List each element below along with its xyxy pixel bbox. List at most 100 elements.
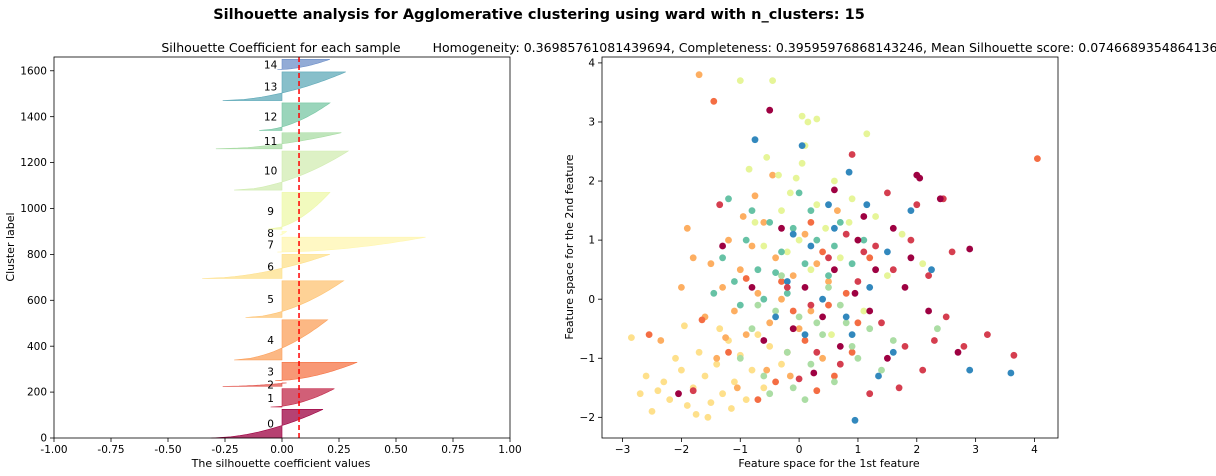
scatter-point <box>783 348 791 356</box>
silhouette-cluster-label: 3 <box>267 366 274 378</box>
scatter-series <box>645 97 1041 403</box>
scatter-x-tick-label: 4 <box>1031 444 1038 456</box>
scatter-point <box>928 266 935 274</box>
scatter-point <box>783 289 791 297</box>
scatter-point <box>851 416 859 424</box>
scatter-point <box>831 372 838 380</box>
scatter-point <box>825 301 832 309</box>
scatter-point <box>801 331 809 338</box>
scatter-point <box>672 354 679 362</box>
scatter-series <box>710 189 868 309</box>
scatter-point <box>678 284 685 291</box>
scatter-point <box>789 272 797 279</box>
scatter-point <box>860 213 868 220</box>
scatter-point <box>889 266 897 274</box>
silhouette-y-tick-label: 1200 <box>20 157 47 169</box>
figure-suptitle: Silhouette analysis for Agglomerative cl… <box>213 7 865 23</box>
scatter-point <box>725 236 732 244</box>
scatter-y-tick-label: −1 <box>580 353 595 365</box>
scatter-point <box>760 384 768 392</box>
scatter-point <box>778 207 785 215</box>
scatter-point <box>783 248 791 256</box>
scatter-point <box>925 307 932 315</box>
scatter-point <box>860 307 868 315</box>
scatter-point <box>795 325 803 333</box>
scatter-point <box>778 248 785 256</box>
scatter-point <box>748 284 756 291</box>
silhouette-cluster-label: 1 <box>267 393 274 405</box>
scatter-point <box>872 242 879 250</box>
scatter-point <box>866 254 874 262</box>
scatter-point <box>866 325 874 333</box>
scatter-point <box>842 319 850 327</box>
scatter-point <box>754 331 762 338</box>
silhouette-x-label: The silhouette coefficient values <box>191 457 371 470</box>
scatter-y-tick-label: 4 <box>588 58 595 70</box>
scatter-point <box>795 313 803 321</box>
scatter-point <box>878 366 885 374</box>
scatter-point <box>778 224 785 232</box>
scatter-point <box>739 213 747 220</box>
scatter-point <box>657 337 665 344</box>
scatter-point <box>831 186 838 194</box>
scatter-point <box>848 260 856 268</box>
scatter-point <box>766 390 774 398</box>
scatter-point <box>825 284 832 291</box>
scatter-x-tick-label: 1 <box>855 444 862 456</box>
scatter-point <box>636 390 644 398</box>
scatter-point <box>751 192 759 200</box>
scatter-point <box>763 366 771 374</box>
scatter-point <box>831 177 838 185</box>
scatter-point <box>736 354 744 362</box>
scatter-point <box>913 201 921 209</box>
scatter-point <box>889 337 897 344</box>
scatter-point <box>763 154 771 161</box>
scatter-point <box>845 168 853 176</box>
silhouette-cluster-13 <box>222 71 346 101</box>
scatter-point <box>842 289 850 297</box>
scatter-point <box>931 337 938 344</box>
scatter-point <box>778 360 785 368</box>
silhouette-cluster-label: 0 <box>267 419 274 431</box>
scatter-point <box>889 348 897 356</box>
silhouette-cluster-label: 10 <box>264 166 277 178</box>
scatter-point <box>689 387 697 395</box>
scatter-point <box>801 337 809 344</box>
scatter-point <box>798 159 806 167</box>
scatter-point <box>916 174 924 182</box>
scatter-frame <box>601 56 1059 439</box>
scatter-point <box>778 272 785 279</box>
scatter-point <box>789 325 797 333</box>
scatter-point <box>772 313 779 321</box>
scatter-point <box>848 195 856 203</box>
scatter-point <box>795 375 803 383</box>
scatter-point <box>895 384 903 392</box>
scatter-point <box>834 207 841 215</box>
scatter-point <box>628 334 635 341</box>
scatter-x-tick-label: 2 <box>913 444 920 456</box>
scatter-point <box>733 384 741 392</box>
scatter-point <box>719 242 726 250</box>
scatter-point <box>772 269 779 276</box>
scatter-point <box>748 207 756 215</box>
scatter-point <box>884 189 891 197</box>
scatter-y-tick-label: 0 <box>588 294 595 306</box>
silhouette-cluster-label: 9 <box>267 206 274 218</box>
silhouette-cluster-11 <box>215 132 342 150</box>
scatter-point <box>810 369 818 377</box>
scatter-point <box>825 201 832 209</box>
scatter-point <box>807 242 815 250</box>
scatter-point <box>710 289 718 297</box>
scatter-point <box>848 331 856 338</box>
scatter-point <box>819 331 826 338</box>
scatter-point <box>863 201 871 209</box>
scatter-point <box>801 260 809 268</box>
silhouette-x-tick-label: -0.25 <box>211 444 238 456</box>
scatter-point <box>801 396 809 403</box>
scatter-point <box>819 295 826 303</box>
silhouette-y-tick-label: 800 <box>27 249 47 261</box>
scatter-point <box>966 245 974 253</box>
scatter-point <box>866 390 874 398</box>
silhouette-cluster-label: 14 <box>264 59 278 71</box>
scatter-point <box>789 384 797 392</box>
